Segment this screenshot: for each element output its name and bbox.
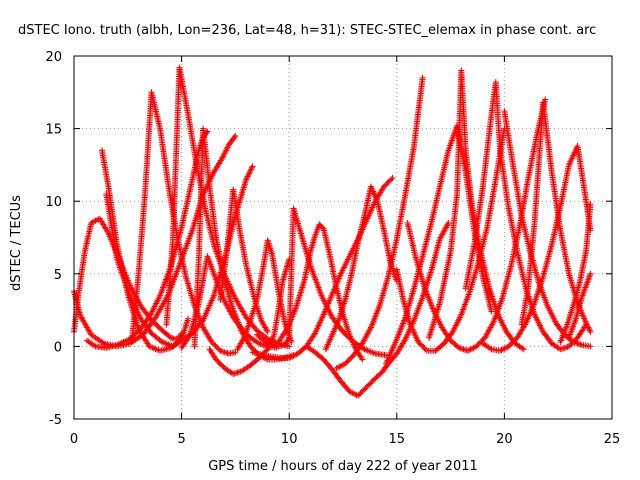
data-point bbox=[358, 355, 365, 362]
data-point bbox=[339, 362, 346, 369]
data-point bbox=[264, 328, 271, 335]
data-point bbox=[243, 174, 250, 181]
data-point bbox=[333, 365, 340, 372]
data-point bbox=[177, 333, 184, 340]
data-point bbox=[223, 147, 230, 154]
data-point bbox=[334, 364, 341, 371]
data-point bbox=[92, 217, 99, 224]
data-point bbox=[336, 363, 343, 370]
data-point bbox=[290, 352, 297, 359]
data-point bbox=[286, 343, 293, 350]
data-point bbox=[222, 148, 229, 155]
data-point bbox=[263, 327, 270, 334]
data-point bbox=[246, 169, 253, 176]
data-point bbox=[220, 153, 227, 160]
data-point bbox=[347, 389, 354, 396]
data-point bbox=[178, 330, 185, 337]
data-point bbox=[350, 390, 357, 397]
data-point bbox=[232, 132, 239, 139]
data-point bbox=[221, 150, 228, 157]
data-point bbox=[445, 219, 452, 226]
data-point bbox=[186, 333, 193, 340]
data-point bbox=[388, 176, 395, 183]
data-point bbox=[243, 176, 250, 183]
data-point bbox=[219, 154, 226, 161]
data-point bbox=[204, 128, 211, 135]
data-point bbox=[247, 167, 254, 174]
data-point bbox=[104, 228, 111, 235]
data-point bbox=[231, 134, 238, 141]
data-point bbox=[286, 355, 293, 362]
data-point bbox=[311, 331, 318, 338]
data-point bbox=[444, 221, 451, 228]
chart-title: dSTEC Iono. truth (albh, Lon=236, Lat=48… bbox=[18, 23, 596, 38]
data-point bbox=[223, 145, 230, 152]
data-point bbox=[147, 311, 154, 318]
data-point bbox=[99, 339, 106, 346]
data-point bbox=[353, 392, 360, 399]
data-point bbox=[367, 325, 374, 332]
data-points bbox=[71, 64, 594, 399]
data-point bbox=[285, 336, 292, 343]
data-point bbox=[89, 219, 96, 226]
data-point bbox=[240, 336, 247, 343]
data-point bbox=[244, 173, 251, 180]
data-point bbox=[245, 172, 252, 179]
data-series bbox=[275, 221, 366, 363]
data-point bbox=[349, 389, 356, 396]
data-point bbox=[359, 356, 366, 363]
data-point bbox=[401, 337, 408, 344]
data-point bbox=[177, 331, 184, 338]
data-point bbox=[289, 353, 296, 360]
data-point bbox=[220, 151, 227, 158]
data-point bbox=[91, 218, 98, 225]
data-point bbox=[248, 166, 255, 173]
data-point bbox=[346, 388, 353, 395]
data-point bbox=[287, 354, 294, 361]
data-series bbox=[71, 215, 185, 343]
data-point bbox=[88, 219, 95, 226]
data-point bbox=[319, 224, 326, 231]
data-point bbox=[91, 342, 98, 349]
data-point bbox=[249, 163, 256, 170]
data-point bbox=[337, 363, 344, 370]
data-point bbox=[283, 327, 290, 334]
data-point bbox=[224, 144, 231, 151]
data-series bbox=[333, 74, 426, 372]
data-point bbox=[254, 339, 261, 346]
data-point bbox=[248, 164, 255, 171]
data-point bbox=[291, 352, 298, 359]
data-point bbox=[389, 174, 396, 181]
data-series bbox=[249, 174, 396, 362]
data-point bbox=[185, 315, 192, 322]
data-point bbox=[246, 170, 253, 177]
